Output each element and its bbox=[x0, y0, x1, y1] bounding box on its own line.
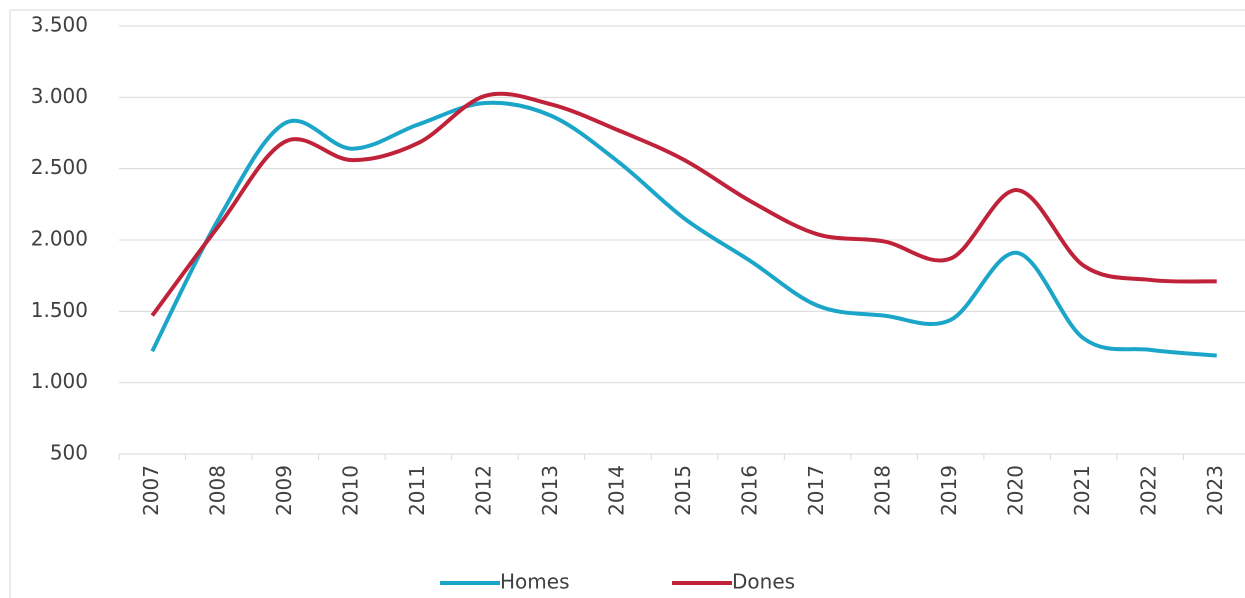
legend-label: Homes bbox=[500, 570, 569, 594]
y-tick-label: 3.000 bbox=[31, 84, 88, 108]
x-tick-label: 2023 bbox=[1203, 465, 1227, 516]
legend-label: Dones bbox=[732, 570, 795, 594]
y-tick-label: 2.500 bbox=[31, 155, 88, 179]
x-tick-label: 2022 bbox=[1137, 465, 1161, 516]
x-tick-label: 2007 bbox=[139, 465, 163, 516]
x-tick-label: 2017 bbox=[804, 465, 828, 516]
x-tick-label: 2012 bbox=[471, 465, 495, 516]
x-tick-label: 2014 bbox=[604, 465, 628, 516]
y-tick-label: 1.500 bbox=[31, 298, 88, 322]
x-tick-label: 2011 bbox=[405, 465, 429, 516]
x-tick-label: 2020 bbox=[1004, 465, 1028, 516]
x-tick-label: 2010 bbox=[338, 465, 362, 516]
x-tick-label: 2008 bbox=[205, 465, 229, 516]
y-tick-label: 500 bbox=[50, 441, 88, 465]
x-tick-label: 2015 bbox=[671, 465, 695, 516]
x-tick-label: 2018 bbox=[871, 465, 895, 516]
y-tick-label: 2.000 bbox=[31, 227, 88, 251]
y-tick-label: 3.500 bbox=[31, 13, 88, 37]
x-tick-label: 2009 bbox=[272, 465, 296, 516]
line-series bbox=[150, 91, 1217, 317]
x-tick-label: 2019 bbox=[937, 465, 961, 516]
x-tick-label: 2016 bbox=[738, 465, 762, 516]
x-tick-label: 2013 bbox=[538, 465, 562, 516]
line-series bbox=[150, 100, 1217, 358]
x-tick-label: 2021 bbox=[1070, 465, 1094, 516]
y-tick-label: 1.000 bbox=[31, 369, 88, 393]
